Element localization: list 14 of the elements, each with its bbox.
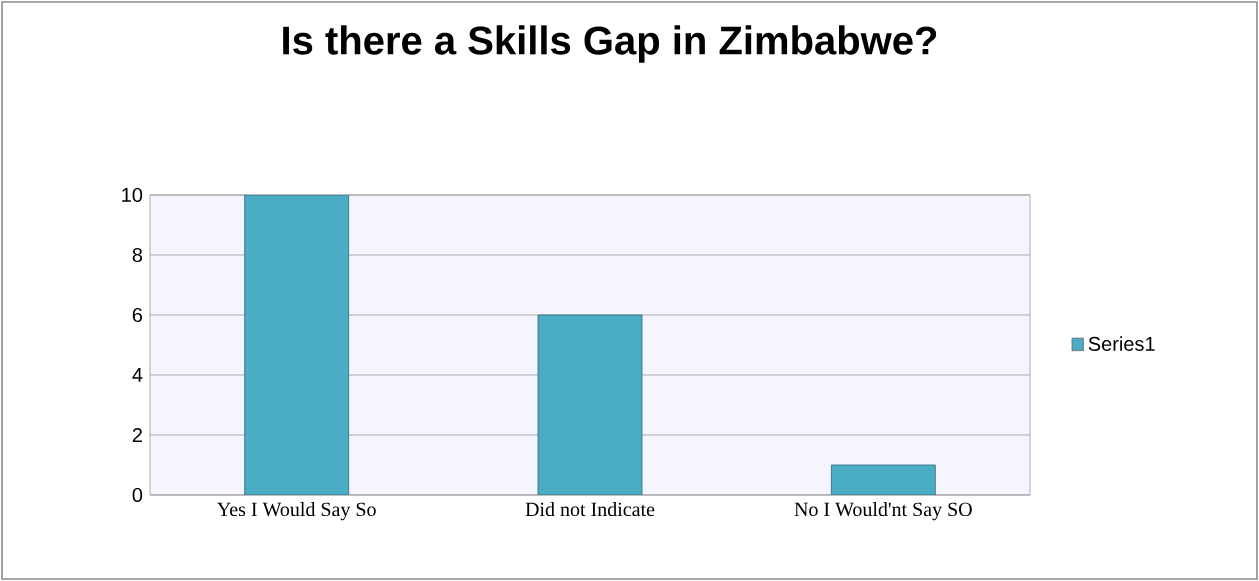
chart-title: Is there a Skills Gap in Zimbabwe? bbox=[283, 25, 937, 63]
legend-label: Series1 bbox=[1088, 336, 1155, 351]
y-tick-label: 2 bbox=[132, 428, 142, 442]
x-tick-label: Yes I Would Say So bbox=[217, 502, 376, 521]
x-tick-label: No I Would'nt Say SO bbox=[794, 502, 972, 521]
y-tick-label: 6 bbox=[132, 307, 143, 323]
y-tick-label: 8 bbox=[132, 247, 143, 263]
y-tick-label: 4 bbox=[132, 368, 143, 382]
bar bbox=[244, 194, 350, 495]
bar bbox=[537, 314, 643, 495]
x-tick-label: Did not Indicate bbox=[525, 502, 655, 517]
y-tick-label: 10 bbox=[122, 187, 143, 203]
y-tick-label: 0 bbox=[132, 487, 143, 503]
bar bbox=[830, 464, 936, 495]
